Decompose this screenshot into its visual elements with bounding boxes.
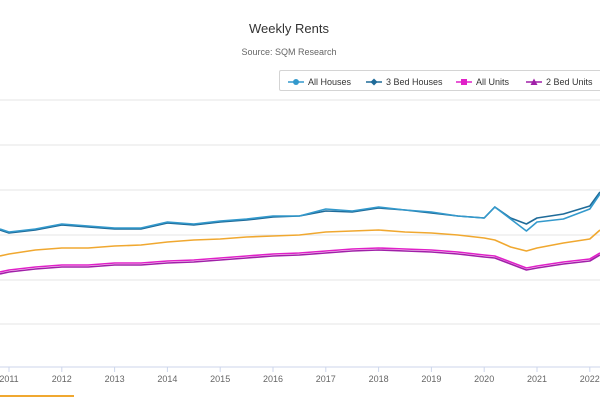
x-tick-label: 2020 — [474, 374, 494, 384]
x-tick-label: 2013 — [105, 374, 125, 384]
x-tick-label: 2022 — [580, 374, 600, 384]
legend-label: All Units — [476, 76, 510, 87]
x-tick-label: 2011 — [0, 374, 19, 384]
series-line-unlabeled — [0, 229, 600, 257]
chart-subtitle: Source: SQM Research — [241, 47, 337, 57]
series-line-all-houses — [0, 193, 600, 233]
x-tick-label: 2017 — [316, 374, 336, 384]
x-tick-label: 2015 — [210, 374, 230, 384]
legend-label: All Houses — [308, 76, 352, 87]
series-line-2-bed-units — [0, 249, 600, 275]
square-marker-icon — [456, 78, 472, 85]
circle-marker-icon — [288, 78, 304, 85]
x-tick-label: 2014 — [157, 374, 177, 384]
triangle-marker-icon — [526, 78, 542, 85]
series-line-all-units — [0, 247, 600, 273]
legend-item-3-bed-houses[interactable]: 3 Bed Houses — [366, 71, 443, 92]
x-tick-label: 2018 — [369, 374, 389, 384]
chart-title: Weekly Rents — [249, 21, 329, 36]
x-tick-label: 2016 — [263, 374, 283, 384]
chart-legend: All Houses 3 Bed Houses All Units 2 Bed … — [279, 70, 600, 91]
legend-label: 3 Bed Houses — [386, 76, 443, 87]
legend-item-2-bed-units[interactable]: 2 Bed Units — [526, 71, 593, 92]
x-tick-label: 2019 — [421, 374, 441, 384]
legend-label: 2 Bed Units — [546, 76, 593, 87]
x-tick-label: 2021 — [527, 374, 547, 384]
diamond-marker-icon — [366, 78, 382, 85]
series-line-3-bed-houses — [0, 191, 600, 234]
legend-item-all-houses[interactable]: All Houses — [288, 71, 351, 92]
x-tick-label: 2012 — [52, 374, 72, 384]
legend-item-all-units[interactable]: All Units — [456, 71, 509, 92]
